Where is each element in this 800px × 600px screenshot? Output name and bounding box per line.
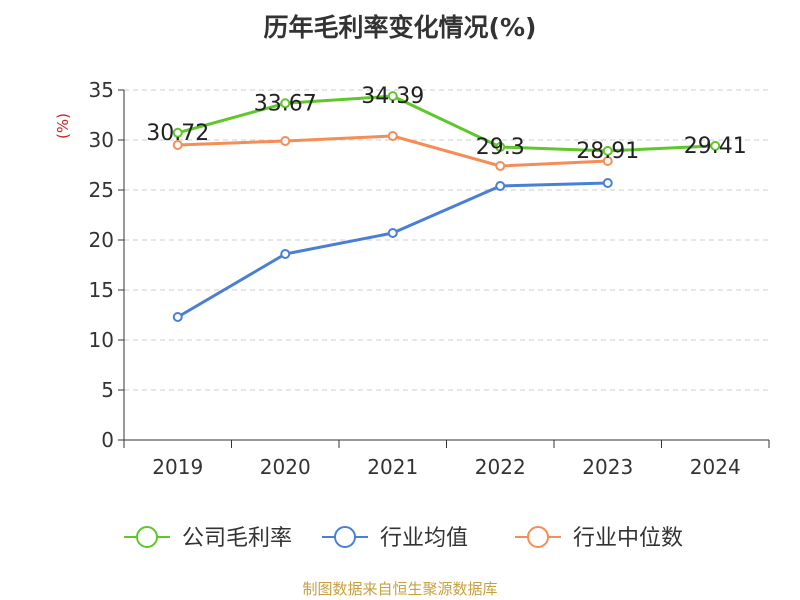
y-tick-label: 20 [89, 228, 114, 252]
y-axis-label: (%) [54, 113, 72, 139]
data-point[interactable] [172, 312, 183, 322]
legend-marker [334, 526, 356, 548]
x-tick-label: 2019 [152, 455, 203, 479]
legend-label[interactable]: 公司毛利率 [182, 526, 292, 551]
y-tick-label: 0 [101, 428, 114, 452]
legend-label[interactable]: 行业中位数 [573, 526, 683, 551]
legend-marker [136, 526, 158, 548]
x-tick-label: 2021 [367, 455, 418, 479]
data-point[interactable] [387, 228, 398, 238]
data-label: 29.41 [684, 134, 747, 159]
grid-lines [124, 89, 769, 391]
data-point[interactable] [602, 145, 613, 156]
series-lines [172, 91, 721, 322]
x-tick-label: 2022 [475, 455, 526, 479]
legend-label[interactable]: 行业均值 [380, 526, 468, 551]
data-point[interactable] [172, 140, 183, 150]
y-tick-label: 15 [89, 278, 114, 302]
data-point[interactable] [280, 249, 291, 259]
source-note: 制图数据来自恒生聚源数据库 [302, 580, 498, 598]
data-point[interactable] [495, 161, 506, 171]
data-point[interactable] [710, 140, 721, 151]
series-line [177, 94, 716, 153]
data-point[interactable] [602, 156, 613, 166]
data-point[interactable] [495, 181, 506, 191]
y-tick-label: 5 [101, 378, 114, 402]
legend[interactable]: 公司毛利率 行业均值 行业中位数 [124, 526, 683, 551]
y-tick-label: 10 [89, 328, 114, 352]
data-label: 34.39 [361, 84, 424, 109]
y-tick-label: 25 [89, 178, 114, 202]
data-point[interactable] [172, 127, 183, 138]
axes: 0 5 10 15 20 25 30 35 2019 2020 2021 2022 2023 2024 [89, 78, 770, 479]
data-point[interactable] [280, 136, 291, 146]
data-label: 28.91 [576, 139, 639, 164]
data-point[interactable] [280, 98, 291, 109]
x-tick-label: 2024 [690, 455, 741, 479]
data-labels: 30.72 33.67 34.39 29.3 28.91 29.41 [146, 84, 746, 164]
data-label: 30.72 [146, 121, 209, 146]
x-tick-label: 2023 [582, 455, 633, 479]
chart-title: 历年毛利率变化情况(%) [263, 13, 537, 42]
legend-marker [527, 526, 549, 548]
series-line [176, 181, 608, 319]
data-point[interactable] [387, 131, 398, 141]
data-point[interactable] [387, 91, 398, 102]
data-point[interactable] [495, 142, 506, 152]
data-point[interactable] [602, 178, 613, 188]
y-tick-label: 30 [89, 128, 114, 152]
data-label: 29.3 [476, 135, 525, 160]
data-label: 33.67 [254, 91, 317, 116]
y-tick-label: 35 [89, 78, 114, 102]
x-tick-label: 2020 [260, 455, 311, 479]
